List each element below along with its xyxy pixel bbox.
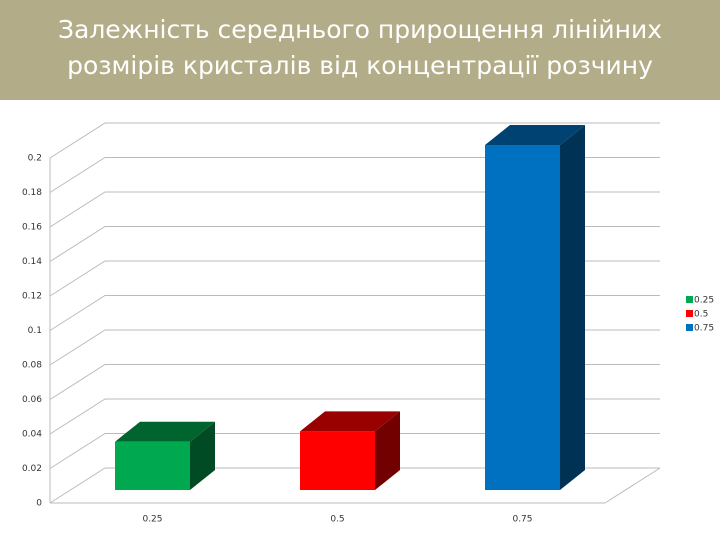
grid-line xyxy=(49,398,660,435)
bar-side xyxy=(190,421,215,490)
bar-side xyxy=(375,411,400,490)
grid-line xyxy=(49,157,660,193)
y-tick-label: 0.1 xyxy=(28,326,42,336)
legend-swatch xyxy=(686,296,693,303)
y-tick-label: 0.14 xyxy=(22,257,42,267)
grid-line xyxy=(49,467,660,504)
legend-swatch xyxy=(686,324,693,331)
floor-line xyxy=(604,467,661,504)
bar-top xyxy=(300,411,400,432)
legend-label: 0.5 xyxy=(694,310,708,320)
bar-top xyxy=(485,125,585,145)
grid-line xyxy=(49,433,660,469)
grid-line xyxy=(49,226,660,262)
y-tick-label: 0.16 xyxy=(22,223,42,233)
y-tick-label: 0.06 xyxy=(22,395,42,405)
x-tick-label: 0.25 xyxy=(142,515,162,525)
y-tick-label: 0.04 xyxy=(22,430,42,440)
legend-swatch xyxy=(686,310,693,317)
grid-line xyxy=(49,295,660,331)
legend-label: 0.25 xyxy=(694,296,714,306)
grid-line xyxy=(49,191,660,228)
grid-line xyxy=(49,329,660,366)
y-tick-label: 0.2 xyxy=(28,154,42,164)
y-tick-label: 0 xyxy=(36,499,42,509)
chart: 0 0.02 0.04 0.06 0.08 0.1 0.12 0.14 0.16 0.18 0.2 0… xyxy=(22,122,714,525)
x-tick-label: 0.75 xyxy=(512,515,532,525)
bar xyxy=(300,431,375,490)
bar xyxy=(115,441,190,490)
grid-line xyxy=(49,260,660,297)
bar-side xyxy=(560,125,585,490)
bar xyxy=(485,145,560,490)
y-tick-label: 0.12 xyxy=(22,292,42,302)
y-tick-label: 0.08 xyxy=(22,361,42,371)
grid-line xyxy=(49,122,660,159)
x-tick-label: 0.5 xyxy=(330,515,344,525)
y-tick-label: 0.02 xyxy=(22,464,42,474)
bar-top xyxy=(115,421,215,442)
legend-label: 0.75 xyxy=(694,324,714,334)
chart-title: Залежність середнього прирощення лінійни… xyxy=(0,0,720,100)
y-tick-label: 0.18 xyxy=(22,188,42,198)
grid-line xyxy=(49,364,660,400)
